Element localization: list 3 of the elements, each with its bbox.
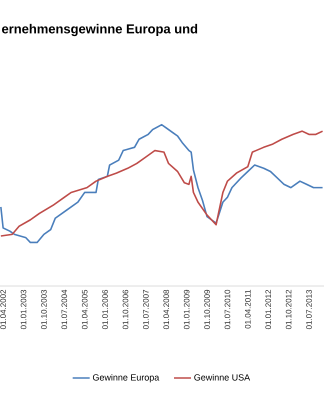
legend-label: Gewinne Europa bbox=[92, 374, 160, 382]
chart-title: ernehmensgewinne Europa und bbox=[2, 24, 198, 36]
legend-label: Gewinne USA bbox=[194, 374, 250, 381]
